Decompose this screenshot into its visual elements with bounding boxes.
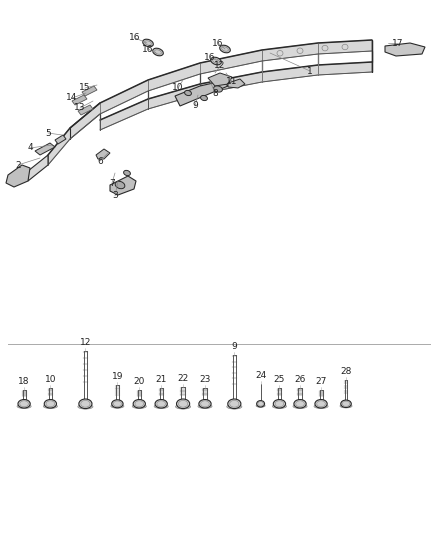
Text: 15: 15 [79,84,91,93]
Ellipse shape [211,57,221,65]
Ellipse shape [273,400,286,408]
Text: 11: 11 [226,77,238,85]
Text: 21: 21 [155,375,167,384]
Ellipse shape [341,400,351,408]
Text: 17: 17 [392,38,404,47]
Polygon shape [385,43,425,56]
Ellipse shape [314,404,328,408]
Ellipse shape [220,45,230,53]
Text: 25: 25 [274,375,285,384]
Polygon shape [28,155,48,181]
Ellipse shape [184,91,191,95]
Polygon shape [82,86,97,96]
Polygon shape [72,95,87,105]
Text: 4: 4 [27,143,33,152]
Text: 22: 22 [177,374,189,383]
Text: 7: 7 [109,179,115,188]
Text: 23: 23 [199,375,211,384]
Text: 12: 12 [80,338,91,347]
Ellipse shape [115,181,125,189]
Text: 16: 16 [204,52,216,61]
Ellipse shape [154,404,168,408]
Text: 16: 16 [142,44,154,53]
Text: 8: 8 [212,88,218,98]
Text: 9: 9 [231,342,237,351]
Ellipse shape [177,399,190,409]
Ellipse shape [198,404,212,408]
Ellipse shape [227,404,242,409]
Ellipse shape [43,404,57,408]
Ellipse shape [153,48,163,56]
Ellipse shape [315,400,327,408]
Text: 26: 26 [294,375,306,384]
Text: 20: 20 [134,377,145,386]
Polygon shape [175,81,228,106]
Polygon shape [100,62,372,130]
Ellipse shape [111,404,124,408]
Text: 2: 2 [15,160,21,169]
Ellipse shape [133,400,145,408]
Ellipse shape [132,404,146,408]
Polygon shape [55,135,66,144]
Ellipse shape [176,404,191,409]
Ellipse shape [78,404,93,409]
Ellipse shape [112,400,123,408]
Polygon shape [78,105,93,115]
Text: 16: 16 [129,34,141,43]
Text: 10: 10 [172,84,184,93]
Ellipse shape [272,404,286,408]
Ellipse shape [214,86,223,92]
Ellipse shape [294,400,306,408]
Ellipse shape [17,404,31,408]
Text: 1: 1 [307,67,313,76]
Text: 14: 14 [66,93,78,102]
Polygon shape [228,79,245,88]
Ellipse shape [228,399,241,409]
Text: 6: 6 [97,157,103,166]
Text: 24: 24 [255,370,266,379]
Ellipse shape [18,400,30,408]
Text: 9: 9 [192,101,198,110]
Ellipse shape [257,401,265,407]
Text: 27: 27 [315,377,327,386]
Text: 3: 3 [112,191,118,200]
Text: 13: 13 [74,103,86,112]
Ellipse shape [340,404,352,408]
Ellipse shape [201,95,208,101]
Polygon shape [48,40,372,165]
Text: 12: 12 [214,61,226,70]
Ellipse shape [293,404,307,408]
Text: 16: 16 [212,38,224,47]
Text: 18: 18 [18,377,30,386]
Ellipse shape [44,400,57,408]
Ellipse shape [256,404,265,407]
Text: 19: 19 [112,372,123,381]
Ellipse shape [199,400,211,408]
Polygon shape [110,176,136,195]
Text: 28: 28 [340,367,352,376]
Ellipse shape [155,400,167,408]
Polygon shape [35,143,55,155]
Ellipse shape [143,39,153,47]
Polygon shape [96,149,110,159]
Ellipse shape [79,399,92,409]
Polygon shape [6,165,30,187]
Polygon shape [208,73,232,86]
Text: 5: 5 [45,128,51,138]
Text: 10: 10 [45,375,56,384]
Ellipse shape [124,171,131,176]
